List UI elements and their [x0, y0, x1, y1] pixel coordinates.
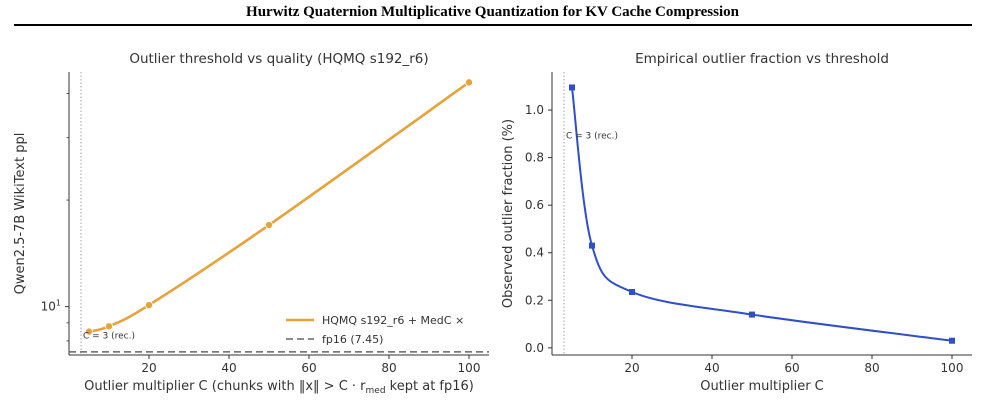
title-rule [14, 24, 972, 26]
chart2-y-tick-label: 1.0 [525, 103, 544, 117]
chart1-x-tick-label: 20 [141, 361, 156, 375]
chart1-y-axis-label: Qwen2.5-7B WikiText ppl [13, 133, 28, 295]
chart1-legend-label-fp16: fp16 (7.45) [322, 333, 383, 346]
chart2-x-tick-label: 20 [624, 361, 639, 375]
chart2-data-point [749, 311, 755, 318]
chart1-series-line [88, 81, 470, 333]
chart2-y-tick-label: 0.6 [525, 198, 544, 212]
chart2-title: Empirical outlier fraction vs threshold [635, 51, 889, 67]
chart1-title: Outlier threshold vs quality (HQMQ s192_… [129, 51, 428, 67]
chart1-x-tick-label: 40 [221, 361, 236, 375]
chart1-legend-label-series: HQMQ s192_r6 + MedC × [322, 314, 464, 327]
chart2-y-tick-label: 0.8 [525, 151, 544, 165]
chart2-vline-label: C = 3 (rec.) [566, 132, 618, 142]
chart1-data-point [105, 322, 114, 331]
chart1-data-point [264, 221, 273, 230]
chart2-x-axis-label: Outlier multiplier C [700, 379, 824, 394]
chart2-x-tick-label: 60 [784, 361, 799, 375]
chart2-data-point [949, 337, 955, 344]
chart2-x-tick-label: 80 [864, 361, 879, 375]
chart2-y-tick-label: 0.2 [525, 293, 544, 307]
chart1-vline-label: C = 3 (rec.) [83, 331, 135, 341]
chart1-data-point [464, 78, 473, 87]
chart1-x-tick-label: 100 [458, 361, 481, 375]
chart2-data-point [629, 288, 635, 295]
chart1-y-tick-label: 101 [41, 299, 61, 314]
chart1-x-tick-label: 80 [381, 361, 396, 375]
chart2-series-line [571, 87, 953, 342]
chart2-x-tick-label: 40 [704, 361, 719, 375]
chart1-x-tick-label: 60 [301, 361, 316, 375]
chart2-y-tick-label: 0.4 [525, 246, 544, 260]
chart1-x-axis-label: Outlier multiplier C (chunks with ‖x‖ > … [84, 379, 474, 396]
page-title: Hurwitz Quaternion Multiplicative Quanti… [246, 4, 739, 20]
chart2-y-tick-label: 0.0 [525, 341, 544, 355]
chart2-data-point [569, 84, 575, 91]
chart2-data-point [589, 242, 595, 249]
chart2-y-axis-label: Observed outlier fraction (%) [501, 119, 516, 308]
chart2-x-tick-label: 100 [941, 361, 964, 375]
chart1-data-point [85, 327, 94, 336]
chart1-data-point [144, 301, 153, 310]
